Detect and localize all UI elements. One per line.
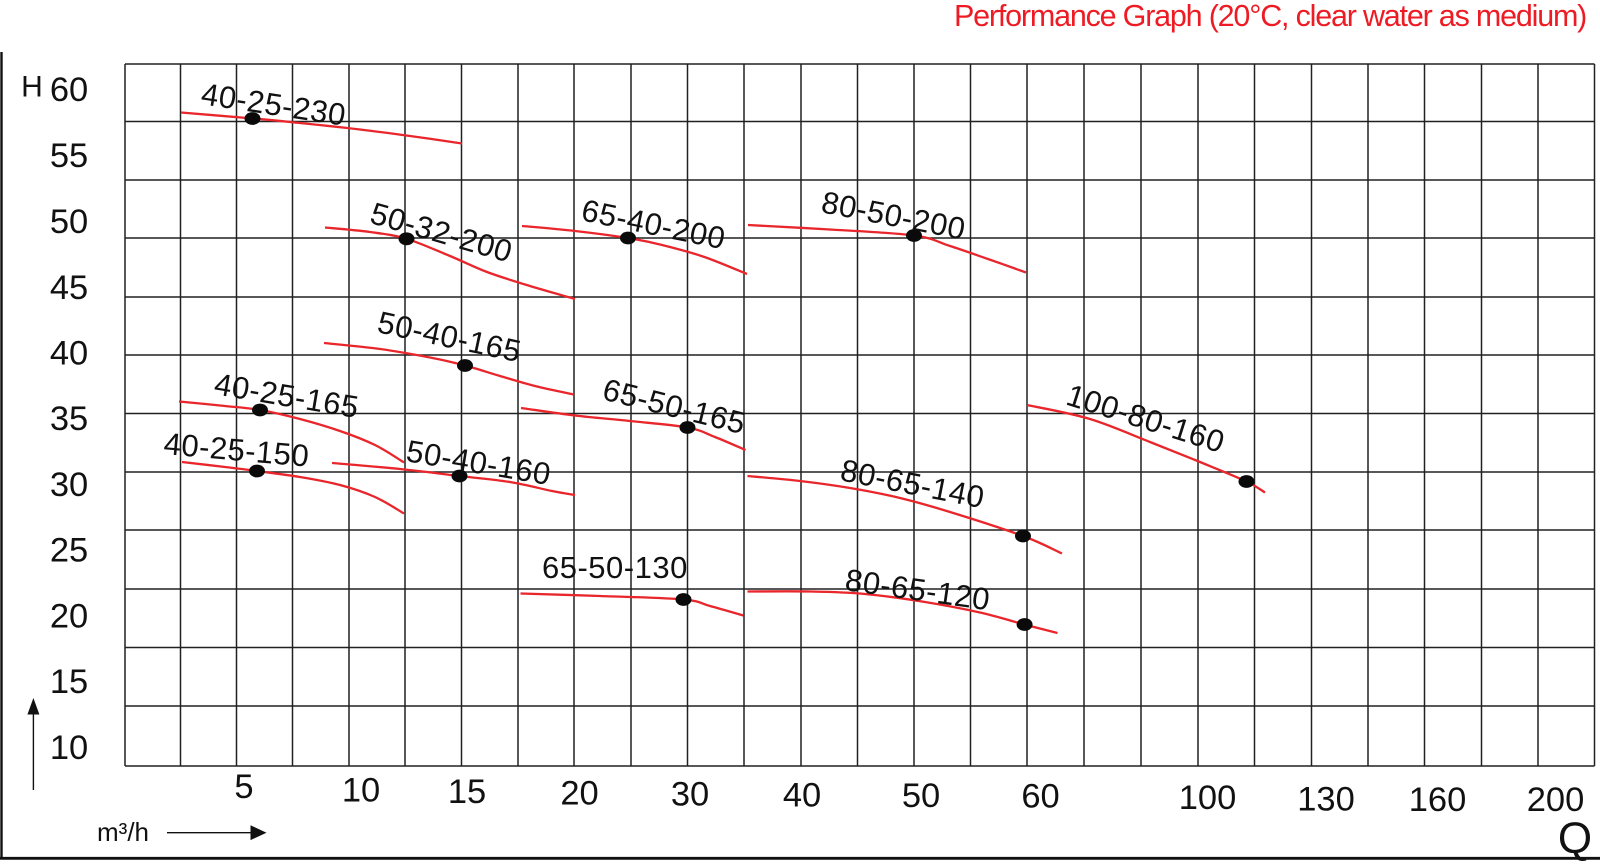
svg-text:60: 60 xyxy=(1021,778,1059,816)
svg-text:60: 60 xyxy=(50,71,88,109)
svg-text:10: 10 xyxy=(342,772,380,810)
svg-text:50: 50 xyxy=(50,203,88,241)
svg-text:55: 55 xyxy=(50,137,88,175)
svg-text:100: 100 xyxy=(1179,779,1237,817)
svg-text:5: 5 xyxy=(234,768,253,806)
svg-text:30: 30 xyxy=(50,466,88,504)
svg-text:25: 25 xyxy=(50,531,88,569)
svg-text:20: 20 xyxy=(50,597,88,635)
svg-text:50: 50 xyxy=(902,777,940,815)
svg-text:15: 15 xyxy=(448,773,486,811)
svg-text:40: 40 xyxy=(50,334,88,372)
svg-text:40: 40 xyxy=(783,777,821,815)
svg-text:45: 45 xyxy=(50,269,88,307)
svg-text:H: H xyxy=(21,71,43,104)
svg-text:160: 160 xyxy=(1409,781,1467,819)
svg-text:m³/h: m³/h xyxy=(97,817,149,847)
svg-text:130: 130 xyxy=(1297,781,1355,819)
svg-text:65-50-130: 65-50-130 xyxy=(542,550,688,585)
svg-text:15: 15 xyxy=(50,663,88,701)
svg-text:Q: Q xyxy=(1558,814,1592,862)
svg-text:Performance Graph (20°C, clear: Performance Graph (20°C, clear water as … xyxy=(954,0,1586,33)
svg-text:30: 30 xyxy=(671,776,709,814)
svg-text:10: 10 xyxy=(50,729,88,767)
svg-text:20: 20 xyxy=(560,775,598,813)
svg-text:35: 35 xyxy=(50,400,88,438)
svg-text:200: 200 xyxy=(1527,781,1585,819)
